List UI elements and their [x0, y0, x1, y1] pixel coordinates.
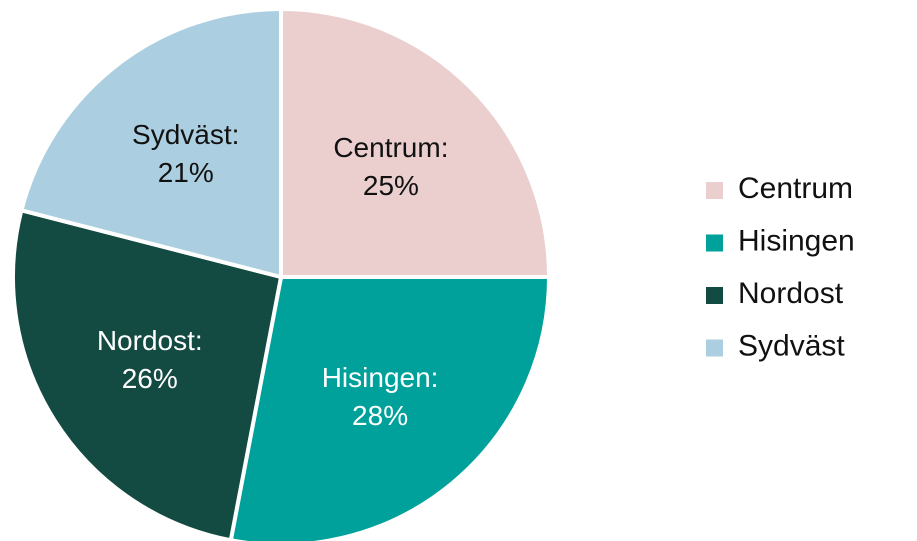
- pie-slice: [11, 207, 284, 541]
- legend-swatch: [706, 234, 723, 252]
- legend-label: Sydväst: [738, 329, 845, 362]
- data-label: Sydväst: 21%: [132, 119, 240, 189]
- legend-swatch: [706, 182, 723, 199]
- legend-label: Hisingen: [738, 224, 855, 257]
- data-label: Hisingen: 28%: [321, 361, 439, 431]
- data-label: Centrum: 25%: [333, 132, 449, 202]
- pie-slice: [18, 6, 283, 280]
- pie-slice: [279, 6, 552, 279]
- legend-swatch: [706, 339, 723, 357]
- pie-slice: [228, 275, 552, 541]
- legend-swatch: [706, 287, 723, 304]
- data-label: Nordost: 26%: [96, 325, 203, 395]
- legend-label: Centrum: [738, 172, 853, 205]
- legend-label: Nordost: [738, 277, 844, 310]
